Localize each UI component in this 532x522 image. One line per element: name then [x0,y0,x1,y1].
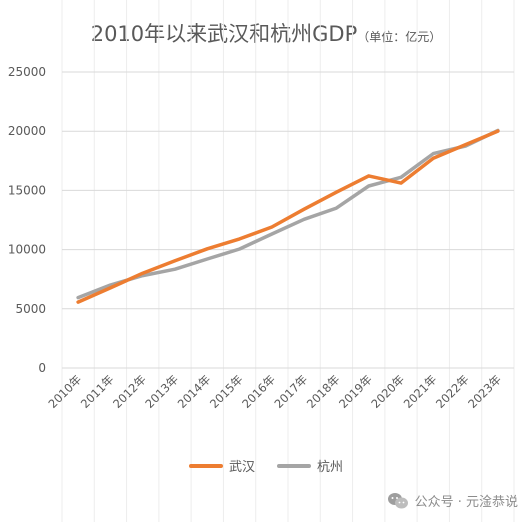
x-tick-label: 2012年 [110,372,149,411]
x-tick-label: 2023年 [465,372,504,411]
x-tick-label: 2017年 [272,372,311,411]
y-tick-label: 15000 [8,183,46,197]
x-tick-label: 2013年 [142,372,181,411]
x-tick-label: 2022年 [433,372,472,411]
x-tick-label: 2015年 [207,372,246,411]
watermark: 公众号 · 元淦恭说 [387,491,518,510]
legend-label-wuhan: 武汉 [228,460,255,475]
y-tick-label: 5000 [15,302,46,316]
x-tick-label: 2020年 [368,372,407,411]
chart-title-text: 2010年以来武汉和杭州GDP [90,22,358,46]
legend-item-wuhan: 武汉 [188,456,255,475]
x-tick-label: 2016年 [239,372,278,411]
legend: 武汉 杭州 [0,456,532,475]
series-line-wuhan [76,129,500,304]
x-tick-label: 2010年 [46,372,85,411]
x-tick-label: 2019年 [336,372,375,411]
series-line-hangzhou [76,128,500,300]
y-tick-label: 10000 [8,243,46,257]
x-tick-label: 2018年 [304,372,343,411]
y-tick-label: 25000 [8,65,46,79]
legend-swatch-hangzhou [277,463,311,468]
y-tick-label: 0 [38,361,46,375]
watermark-text: 公众号 · 元淦恭说 [414,495,518,510]
x-tick-label: 2011年 [78,372,117,411]
chart-title: 2010年以来武汉和杭州GDP（单位：亿元） [0,18,532,48]
legend-swatch-wuhan [188,463,223,468]
x-tick-label: 2021年 [401,372,440,411]
x-tick-label: 2014年 [175,372,214,411]
y-tick-label: 20000 [8,124,46,138]
legend-item-hangzhou: 杭州 [277,456,343,475]
wechat-icon [387,492,408,508]
legend-label-hangzhou: 杭州 [317,460,344,475]
chart-subtitle: （单位：亿元） [357,30,442,44]
